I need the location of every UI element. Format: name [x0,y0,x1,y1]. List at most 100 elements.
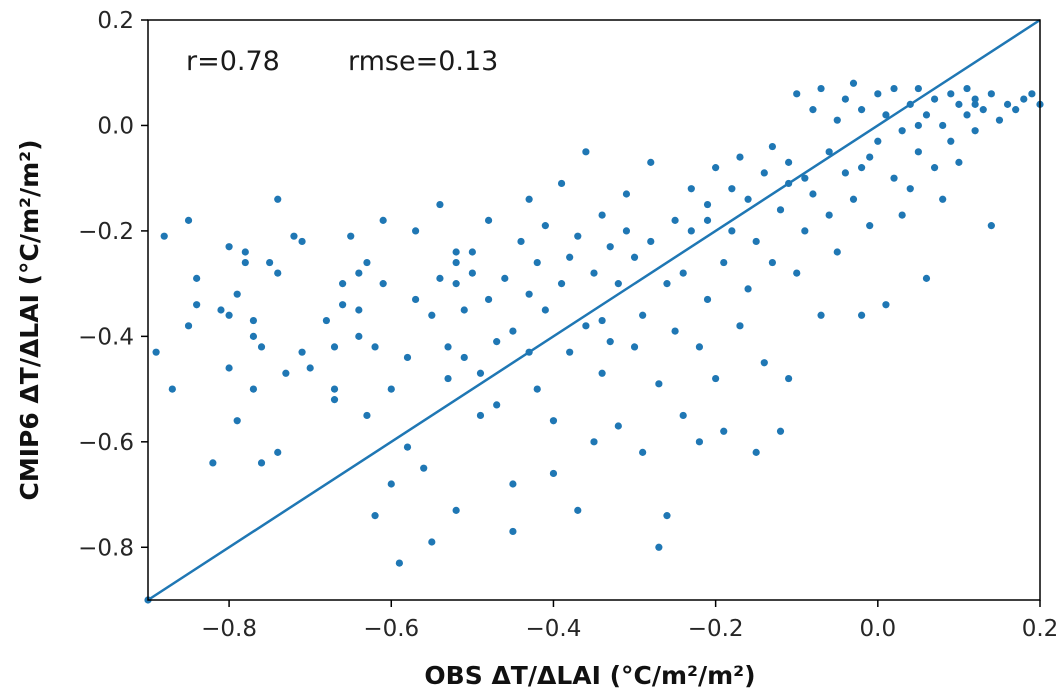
data-point [874,137,882,145]
data-point [452,248,460,256]
data-point [703,200,712,209]
data-point [930,95,939,103]
data-point [930,164,939,172]
data-point [557,179,566,188]
y-tick-label: 0.0 [97,113,134,139]
data-point [663,280,671,288]
data-point [768,142,777,151]
data-point [858,106,866,114]
data-point [963,84,971,93]
data-point [1020,95,1028,103]
data-point [371,343,379,351]
data-point [233,417,241,425]
data-point [679,269,687,277]
data-point [752,237,760,246]
data-point [355,306,363,314]
data-point [306,364,314,372]
data-point [914,84,922,93]
data-point [639,311,647,319]
data-point [493,401,501,409]
data-point [241,248,249,256]
data-point [736,322,744,330]
data-point [566,348,574,356]
data-point [817,84,825,93]
data-point [436,274,444,282]
data-point [728,227,736,235]
data-point [1028,90,1036,98]
data-point [460,353,468,362]
data-point [922,274,931,282]
data-point [825,148,833,156]
y-axis-ticks: −0.8 −0.6 −0.4 −0.2 0.0 0.2 [78,8,148,561]
data-point [379,280,387,288]
data-point [760,169,768,177]
data-point [363,411,371,420]
data-point [444,343,452,351]
data-point [209,459,217,467]
data-point [793,269,801,277]
data-point [728,185,736,193]
data-point [736,153,744,161]
data-point [955,100,963,108]
data-point [241,258,249,267]
data-point [468,248,476,256]
data-point [598,369,606,377]
data-point [582,148,590,156]
data-point [566,253,574,261]
data-point [606,338,614,346]
data-point [987,222,995,230]
data-point [330,396,339,404]
data-point [720,258,728,267]
data-point [809,190,817,198]
data-point [582,322,590,330]
data-point [428,311,436,319]
data-point [1012,106,1020,114]
data-point [363,258,371,267]
data-point [849,79,858,87]
data-point [866,222,874,230]
data-point [906,185,914,193]
data-point [355,269,363,277]
data-point [525,195,533,203]
data-point [687,185,695,193]
data-point [890,84,898,93]
data-point [768,258,777,267]
data-point [614,280,622,288]
data-point [371,512,379,520]
y-tick-label: 0.2 [97,8,134,34]
data-point [266,258,274,267]
data-point [217,306,225,314]
data-point [193,274,201,282]
data-point [541,222,549,230]
data-point [322,316,330,325]
data-point [412,227,420,235]
data-point [971,95,979,103]
data-point [298,237,306,246]
data-point [403,353,412,362]
data-point [622,227,631,235]
y-axis-label: CMIP6 ΔT/ΔLAI (°C/m²/m²) [15,139,44,500]
data-point [712,374,720,383]
data-point [330,385,339,393]
data-point [274,269,282,277]
plot-frame [147,19,1041,601]
data-point [436,200,444,209]
data-point [995,116,1004,124]
data-point [412,295,420,304]
data-point [452,506,460,514]
data-point [347,232,355,240]
data-point [598,211,606,219]
data-point [639,448,647,456]
data-point [655,380,663,388]
data-point [801,227,809,235]
data-point [712,164,720,172]
data-point [517,237,525,246]
data-point [695,343,704,351]
x-tick-label: −0.4 [526,616,582,642]
data-point [501,274,509,282]
data-point [468,269,476,277]
data-point [671,216,679,224]
data-point [460,306,468,314]
data-point [947,90,955,98]
data-point [801,174,809,182]
